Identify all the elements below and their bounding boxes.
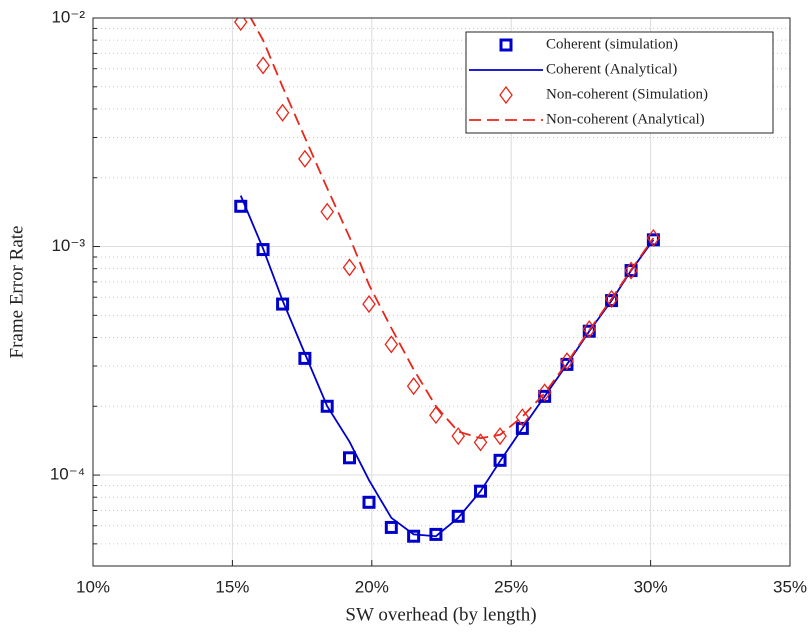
plot-frame [92,17,791,567]
square-marker [342,451,356,465]
diamond-marker [256,56,270,75]
series-line [249,18,655,440]
x-axis-label: SW overhead (by length) [345,604,536,625]
diamond-marker [406,377,421,396]
square-marker [515,421,529,435]
x-tick-label: 30% [634,577,668,596]
x-tick-label: 25% [494,577,528,596]
square-marker [320,399,334,413]
diamond-marker [320,202,335,221]
x-tick-label: 10% [76,577,110,596]
diamond-marker [537,383,552,402]
diamond-marker [646,228,661,248]
square-marker [362,495,376,509]
square-marker [256,243,270,257]
x-tick-label: 35% [773,577,807,596]
diamond-marker [582,320,597,339]
square-marker [429,527,443,541]
x-tick-label: 15% [215,577,249,596]
square-marker [407,529,421,543]
diamond-marker [384,335,399,354]
diamond-marker [362,294,376,314]
diamond-marker [604,289,619,308]
legend-box [465,31,774,134]
diamond-marker [473,433,488,452]
square-marker [493,453,507,467]
diamond-marker [624,261,638,280]
legend: Coherent (simulation) Coherent (Analytica… [465,31,774,134]
legend-swatch [499,85,513,105]
x-tick-label: 20% [355,577,389,596]
legend-label: Non-coherent (Analytical) [546,111,705,127]
diamond-marker [275,103,290,122]
legend-label: Coherent (simulation) [546,36,678,52]
y-tick-label: 10⁻⁴ [50,465,85,484]
square-marker [384,520,398,534]
y-tick-label: 10⁻³ [51,236,85,255]
square-marker [624,264,638,278]
legend-label: Coherent (Analytical) [546,61,677,77]
marks [233,18,661,543]
diamond-marker [429,405,443,425]
square-marker [451,509,465,523]
diamond-marker [342,258,357,277]
square-marker [474,484,488,498]
diamond-marker [515,408,530,427]
diamond-marker [493,427,507,446]
diamond-marker [233,18,248,32]
y-tick-label: 10⁻² [51,7,85,26]
legend-swatch [499,38,513,52]
y-axis-label: Frame Error Rate [6,226,27,359]
legend-label: Non-coherent (Simulation) [546,86,708,102]
diamond-marker [298,149,312,168]
